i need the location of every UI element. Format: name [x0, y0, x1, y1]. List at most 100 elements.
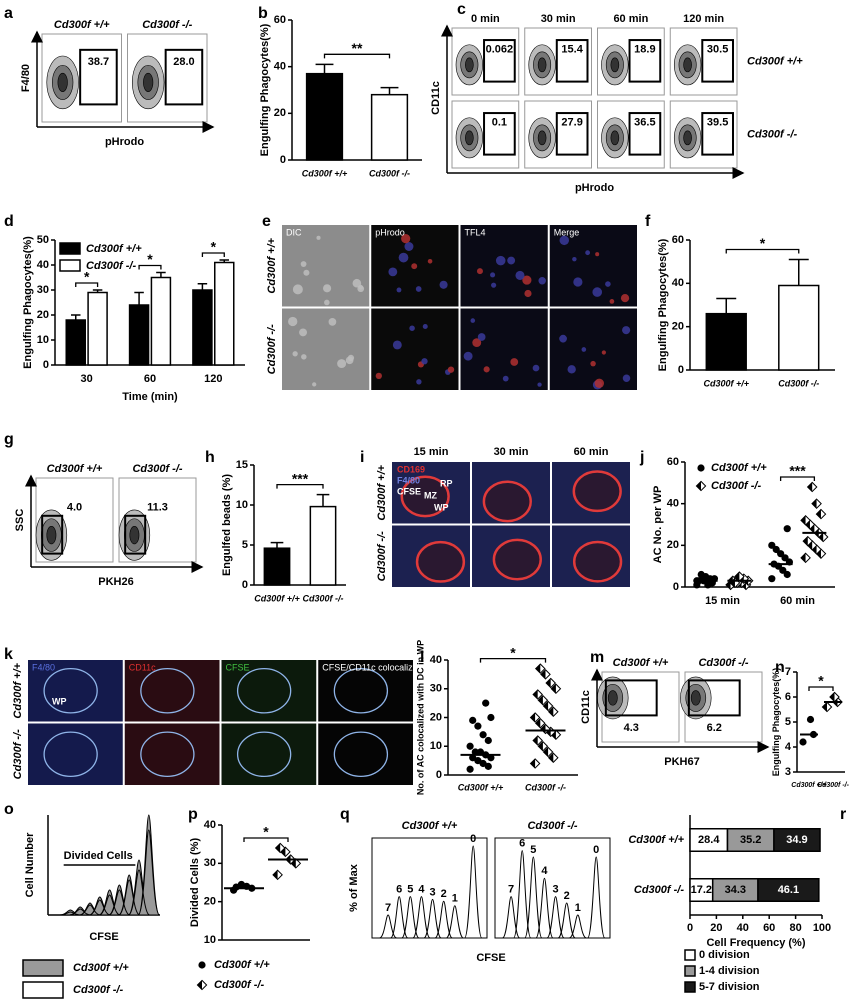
- column-title: Cd300f +/+: [54, 19, 110, 31]
- panel-letter: n: [775, 659, 785, 676]
- bar: [192, 289, 213, 366]
- peak-label: 0: [470, 833, 476, 845]
- panel-letter: g: [4, 431, 14, 448]
- x-tick-label: 60: [763, 922, 775, 934]
- y-tick-label: 15: [236, 459, 248, 471]
- point: [811, 498, 822, 509]
- column-title: 0 min: [471, 13, 500, 25]
- cell: [491, 282, 497, 288]
- sig-label: **: [352, 40, 363, 56]
- row-label: Cd300f -/-: [747, 128, 797, 140]
- diamond-half: [546, 678, 551, 688]
- y-tick-label: 10: [204, 934, 216, 946]
- x-axis-label: pHrodo: [105, 136, 144, 148]
- cell-contour: [129, 525, 140, 545]
- wp-outline: [333, 731, 389, 778]
- diamond-half: [807, 482, 813, 492]
- diamond-half: [548, 753, 554, 763]
- point: [274, 842, 286, 854]
- column-title: 15 min: [414, 446, 449, 458]
- peak: [464, 845, 483, 939]
- annotation: Divided Cells: [64, 850, 133, 862]
- diamond-half: [696, 481, 701, 491]
- x-axis-label: CFSE: [89, 931, 118, 943]
- point: [532, 689, 544, 700]
- diamond-half: [822, 702, 827, 712]
- x-tick-label: Cd300f +/+: [254, 593, 300, 603]
- diamond-half: [273, 870, 278, 880]
- legend-label: Cd300f +/+: [711, 462, 767, 474]
- segment-label: 34.9: [786, 834, 807, 846]
- y-tick-label: 20: [37, 309, 49, 321]
- point: [474, 722, 482, 730]
- cell-contour: [683, 130, 692, 146]
- point: [479, 731, 487, 739]
- point: [537, 694, 549, 706]
- panel-letter: a: [4, 5, 13, 22]
- gate: [687, 679, 741, 717]
- y-tick-label: 0: [436, 769, 442, 781]
- cell-contour: [465, 57, 474, 73]
- micrograph: [460, 225, 548, 307]
- peak: [69, 908, 91, 916]
- sig-label: *: [818, 673, 824, 689]
- diamond-half: [829, 692, 835, 702]
- y-tick-label: 20: [667, 539, 679, 551]
- y-tick-label: 5: [242, 539, 248, 551]
- column-title: Cd300f +/+: [47, 463, 103, 475]
- x-tick-label: Cd300f +/+: [458, 782, 504, 792]
- peak: [568, 914, 587, 939]
- point: [695, 480, 707, 492]
- peak: [434, 900, 453, 939]
- diamond-half: [543, 701, 549, 711]
- cell: [299, 328, 307, 337]
- peak-label: 3: [430, 886, 436, 898]
- diamond-half: [538, 741, 543, 751]
- cell: [447, 366, 455, 373]
- y-tick-label: 0: [678, 364, 684, 376]
- cell: [601, 350, 606, 355]
- y-tick-label: 10: [37, 334, 49, 346]
- annotation: CFSE: [397, 486, 421, 496]
- segment-label: 35.2: [740, 834, 761, 846]
- peak-label: 4: [541, 865, 548, 877]
- y-tick-label: 5: [785, 716, 791, 728]
- diamond-half: [803, 536, 808, 546]
- peak-label: 2: [441, 888, 447, 900]
- annotation: CD169: [397, 464, 425, 474]
- peak: [79, 904, 101, 916]
- gate: [483, 39, 516, 83]
- peak: [412, 896, 431, 939]
- peak: [127, 869, 151, 916]
- sig-label: ***: [789, 463, 806, 479]
- cell: [605, 281, 611, 287]
- column-title: Cd300f -/-: [698, 657, 748, 669]
- y-axis-label: CD11c: [430, 81, 442, 115]
- point: [466, 742, 474, 750]
- gate-value: 28.0: [173, 56, 194, 68]
- legend-label: Cd300f -/-: [73, 984, 123, 996]
- point: [799, 738, 807, 746]
- cell: [375, 372, 382, 380]
- bar: [214, 261, 235, 366]
- bar: [778, 284, 820, 371]
- point: [550, 683, 562, 695]
- diamond-half: [280, 847, 286, 857]
- column-title: CD11c: [129, 662, 156, 672]
- cell-contour: [143, 72, 154, 92]
- x-axis-label: PKH67: [664, 756, 699, 768]
- x-tick-label: Cd300f +/+: [703, 378, 749, 388]
- y-tick-label: 40: [430, 654, 442, 666]
- cell: [510, 358, 519, 366]
- cell: [312, 382, 317, 387]
- peak: [98, 894, 121, 916]
- point: [466, 765, 474, 773]
- x-tick-label: 60: [144, 373, 156, 385]
- column-title: CFSE/CD11c colocalized: [322, 662, 422, 672]
- diamond-half: [533, 689, 538, 700]
- column-title: TFL4: [465, 227, 486, 237]
- row-label: Cd300f -/-: [376, 531, 388, 581]
- bar: [705, 312, 747, 371]
- x-axis-label: PKH26: [98, 576, 133, 588]
